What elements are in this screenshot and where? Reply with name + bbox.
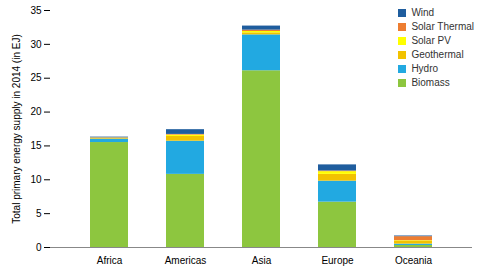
svg-text:10: 10: [30, 174, 42, 185]
svg-text:15: 15: [30, 140, 42, 151]
svg-text:Oceania: Oceania: [395, 255, 433, 266]
html-text:Geothermal: Geothermal: [411, 49, 464, 60]
svg-text:20: 20: [30, 106, 42, 117]
svg-text:0: 0: [36, 242, 42, 253]
html-text:Biomass: Biomass: [411, 77, 450, 88]
html-text:Wind: Wind: [411, 7, 435, 18]
svg-text:Europe: Europe: [321, 255, 354, 266]
svg-text:Asia: Asia: [252, 255, 272, 266]
svg-text:35: 35: [30, 5, 42, 16]
svg-text:Total primary energy supply in: Total primary energy supply in 2014 (in …: [11, 34, 22, 224]
html-text:Hydro: Hydro: [411, 63, 439, 74]
svg-text:Americas: Americas: [165, 255, 207, 266]
svg-text:25: 25: [30, 72, 42, 83]
html-text:Solar Thermal: Solar Thermal: [411, 21, 474, 32]
html-text:Solar PV: Solar PV: [411, 35, 451, 46]
svg-text:Africa: Africa: [97, 255, 123, 266]
svg-text:30: 30: [30, 39, 42, 50]
svg-text:5: 5: [36, 208, 42, 219]
